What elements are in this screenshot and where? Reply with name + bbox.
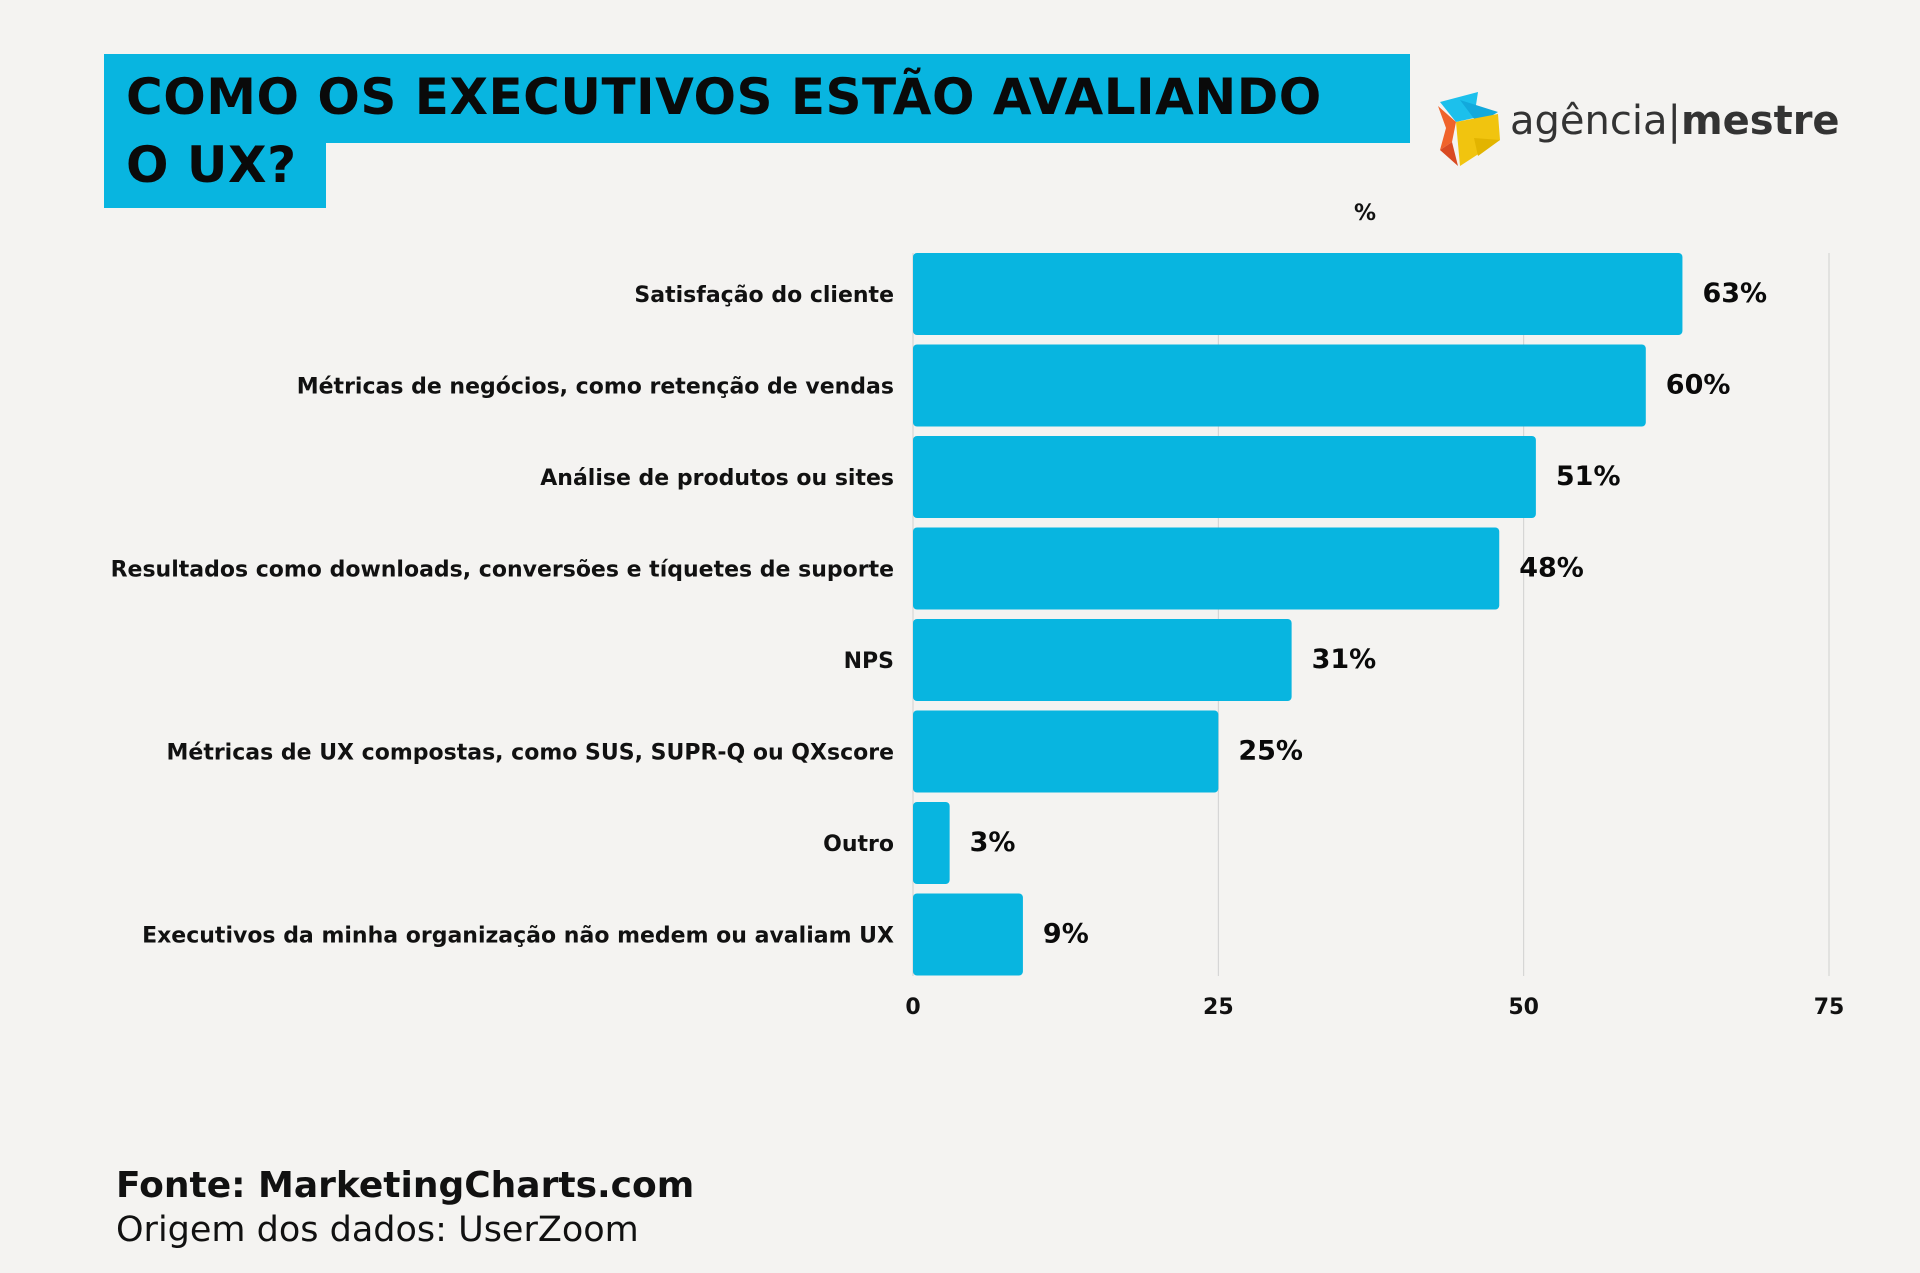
bar-chart: 0 25 50 75% Satisfação do cliente 63% Métricas…	[111, 201, 1845, 1020]
data-label: 48%	[1519, 553, 1584, 584]
bar	[913, 527, 1500, 610]
data-label: 63%	[1702, 278, 1767, 309]
chart-title-line2: O UX?	[126, 136, 297, 194]
bar	[913, 344, 1646, 427]
data-label: 25%	[1238, 736, 1303, 767]
bar	[913, 893, 1023, 976]
title-background-line2	[104, 140, 326, 208]
unit-label: %	[1354, 201, 1376, 226]
bar	[913, 436, 1536, 518]
category-label: Métricas de UX compostas, como SUS, SUPR…	[167, 741, 895, 766]
logo-icon	[1438, 92, 1500, 166]
logo-text: agência|mestre	[1510, 98, 1840, 144]
bar	[913, 802, 950, 884]
x-tick-label: 50	[1508, 995, 1539, 1020]
x-tick-label: 75	[1814, 995, 1845, 1020]
bar	[913, 710, 1219, 793]
bar	[913, 619, 1292, 701]
x-tick-label: 25	[1203, 995, 1234, 1020]
category-label: Satisfação do cliente	[634, 283, 894, 308]
category-label: Resultados como downloads, conversões e …	[111, 558, 894, 583]
data-label: 9%	[1043, 919, 1089, 950]
category-label: Executivos da minha organização não mede…	[142, 924, 894, 949]
category-label: Métricas de negócios, como retenção de v…	[297, 375, 894, 400]
bar	[913, 253, 1683, 335]
x-tick-label: 0	[905, 995, 920, 1020]
data-label: 31%	[1312, 644, 1377, 675]
category-label: Outro	[823, 832, 894, 857]
category-label: NPS	[844, 649, 894, 674]
category-label: Análise de produtos ou sites	[540, 466, 894, 491]
data-label: 60%	[1666, 370, 1731, 401]
source-text: Fonte: MarketingCharts.com	[116, 1165, 695, 1206]
data-label: 3%	[970, 827, 1016, 858]
title-background-line1	[104, 54, 1410, 143]
data-origin-text: Origem dos dados: UserZoom	[116, 1210, 639, 1250]
data-label: 51%	[1556, 461, 1621, 492]
chart-title-line1: COMO OS EXECUTIVOS ESTÃO AVALIANDO	[126, 68, 1322, 126]
